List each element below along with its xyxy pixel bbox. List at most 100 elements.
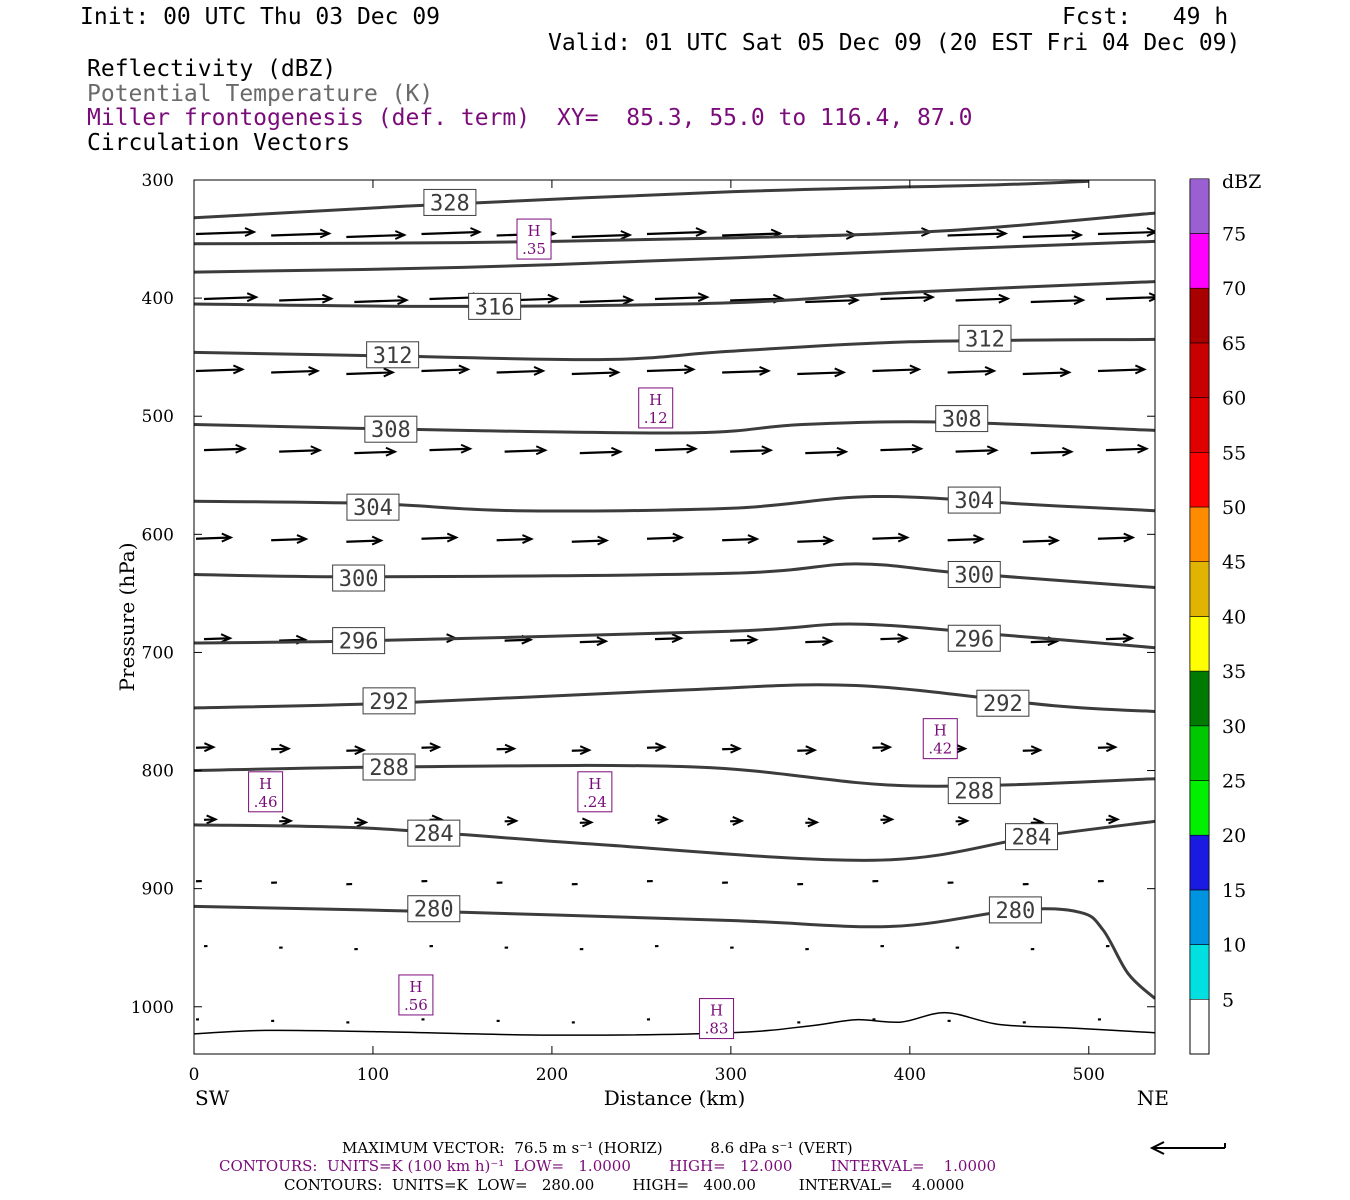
vector-shaft xyxy=(872,368,919,373)
y-tick-label: 500 xyxy=(142,407,174,427)
circulation-vector xyxy=(354,817,369,828)
vector-head xyxy=(695,227,708,237)
vector-head xyxy=(608,367,621,378)
circulation-vector xyxy=(421,742,442,753)
circulation-vector xyxy=(722,366,771,376)
vector-head xyxy=(504,743,517,754)
vector-head xyxy=(535,445,548,456)
vector-shaft xyxy=(195,746,214,749)
colorbar-swatch-10 xyxy=(1189,889,1210,945)
isentrope-label-text: 316 xyxy=(475,295,515,320)
vector-head xyxy=(1105,742,1118,753)
y-tick-label: 300 xyxy=(142,171,174,191)
isentrope-label-box xyxy=(468,292,522,320)
isentrope-label-box xyxy=(364,415,418,443)
vector-head xyxy=(220,633,233,644)
colorbar-label-5: 5 xyxy=(1222,989,1234,1011)
isentrope-label-text: 284 xyxy=(1012,826,1052,851)
vector-head xyxy=(596,636,609,647)
vector-head xyxy=(1122,633,1135,644)
isentrope-label-text: 288 xyxy=(369,756,409,781)
isentrope-label-284: 284 xyxy=(407,819,461,847)
circulation-vector xyxy=(271,366,321,376)
circulation-vector xyxy=(496,534,534,544)
circulation-vector xyxy=(730,445,774,456)
vector-head xyxy=(1030,745,1043,756)
frontogenesis-max-box xyxy=(516,218,552,260)
x-tick-label: 500 xyxy=(1073,1065,1105,1085)
circulation-vector xyxy=(271,228,332,239)
colorbar-swatch-25 xyxy=(1189,725,1210,781)
circulation-vector xyxy=(805,295,860,306)
vector-head xyxy=(1123,532,1136,543)
vector-shaft xyxy=(354,299,407,304)
circulation-vector xyxy=(346,745,367,756)
circulation-vector xyxy=(421,532,459,543)
isentrope-label-308: 308 xyxy=(935,405,989,433)
isentrope-label-text: 312 xyxy=(373,344,413,369)
circulation-vector xyxy=(1022,230,1084,240)
vector-head xyxy=(597,535,610,546)
vector-shaft xyxy=(279,297,332,302)
circulation-vector xyxy=(805,817,820,828)
circulation-vector xyxy=(880,292,936,303)
circulation-vector xyxy=(955,445,999,456)
vector-shaft xyxy=(1030,450,1072,455)
frontogenesis-max: H.24 xyxy=(577,771,613,813)
circulation-vector xyxy=(579,295,635,306)
isentrope-324 xyxy=(194,211,1155,246)
vector-shaft xyxy=(947,369,995,374)
isentrope-label-box xyxy=(976,689,1030,717)
isentrope-label-text: 308 xyxy=(942,408,982,433)
vector-shaft xyxy=(1105,637,1133,641)
vector-shaft xyxy=(421,230,480,236)
vector-head xyxy=(385,446,398,457)
vector-shaft xyxy=(722,747,740,751)
circulation-vector xyxy=(571,745,592,756)
vector-head xyxy=(730,743,742,754)
circulation-vector xyxy=(195,364,245,375)
circulation-vector xyxy=(654,814,670,825)
circulation-vector xyxy=(354,446,398,457)
vector-head xyxy=(244,227,257,237)
frontogenesis-max-box xyxy=(398,974,434,1016)
isentrope-label-box xyxy=(958,324,1012,352)
vector-head xyxy=(1073,295,1086,306)
y-tick-label: 900 xyxy=(142,880,174,900)
vector-head xyxy=(371,535,384,546)
vector-shaft xyxy=(496,747,515,751)
vector-head xyxy=(319,228,332,239)
vector-shaft xyxy=(1097,536,1133,540)
frontogenesis-max-value: .24 xyxy=(583,793,607,811)
vector-head xyxy=(1071,230,1084,240)
vector-head xyxy=(579,745,592,756)
circulation-vector xyxy=(203,814,219,825)
circulation-vectors xyxy=(195,227,1155,1024)
vector-shaft xyxy=(1105,447,1147,452)
vector-shaft xyxy=(1022,371,1070,376)
circulation-vector xyxy=(1022,367,1072,378)
vector-head xyxy=(611,446,623,457)
isentrope-label-text: 280 xyxy=(414,898,454,923)
isentrope-328 xyxy=(194,180,1089,220)
x-tick-label: 0 xyxy=(189,1065,200,1085)
isentrope-label-text: 312 xyxy=(965,327,1005,352)
isentrope-label-304: 304 xyxy=(346,493,400,521)
colorbar-label-60: 60 xyxy=(1222,388,1246,410)
vector-shaft xyxy=(947,232,1006,237)
vector-shaft xyxy=(722,369,769,374)
vector-head xyxy=(622,295,635,306)
frontogenesis-max: H.35 xyxy=(516,218,552,260)
circulation-vector xyxy=(955,293,1011,304)
field-potential-temperature: Potential Temperature (K) xyxy=(87,81,434,107)
isentrope-label-box xyxy=(423,188,477,216)
vector-head xyxy=(547,293,560,304)
colorbar-label-20: 20 xyxy=(1222,825,1246,847)
vector-head xyxy=(761,445,774,456)
vector-shaft xyxy=(579,450,621,455)
vector-head xyxy=(235,443,248,454)
isentrope-label-box xyxy=(407,895,461,923)
vector-head xyxy=(397,295,409,306)
vector-shaft xyxy=(730,297,783,302)
surface-line xyxy=(194,1011,1155,1036)
